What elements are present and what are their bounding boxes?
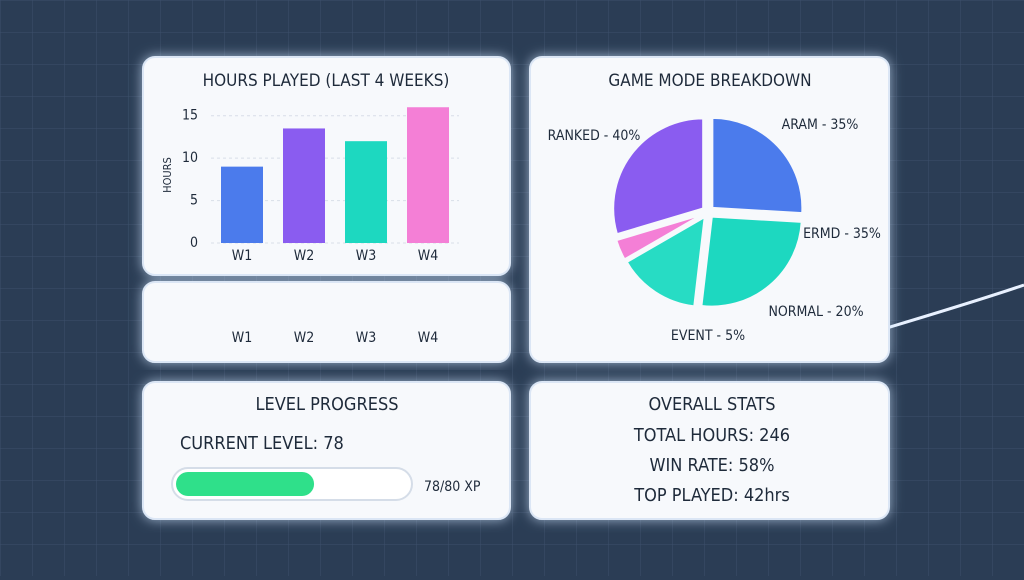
pie-label: ARAM - 35%: [782, 117, 859, 133]
pie-slice: [700, 215, 803, 308]
x-tick-label: W1: [232, 248, 252, 264]
bar-title: HOURS PLAYED (LAST 4 WEEKS): [203, 71, 450, 91]
x-tick-label: W3: [356, 248, 376, 264]
pie-slice: [615, 213, 703, 261]
bar: [407, 107, 449, 243]
bar: [283, 128, 325, 243]
week-strip-panel: [142, 281, 511, 363]
y-tick-label: 10: [182, 150, 198, 166]
pie-label: NORMAL - 20%: [768, 304, 863, 320]
pie-slice: [612, 117, 705, 236]
bar: [345, 141, 387, 243]
week-label: W4: [418, 330, 438, 346]
pie-slice: [711, 116, 804, 215]
progress-fill: [176, 472, 315, 496]
bar: [221, 166, 263, 243]
pie-label: RANKED - 40%: [548, 128, 641, 144]
week-label: W2: [294, 330, 314, 346]
pie-label: ERMD - 35%: [803, 226, 881, 242]
x-tick-label: W4: [418, 248, 438, 264]
stat-line: TOTAL HOURS: 246: [633, 425, 790, 446]
pie-panel: [529, 56, 890, 363]
week-label: W3: [356, 330, 376, 346]
trend-line-decor: [879, 283, 1024, 332]
pie-title: GAME MODE BREAKDOWN: [608, 71, 811, 91]
pie-slice: [625, 215, 706, 308]
stat-line: WIN RATE: 58%: [650, 455, 775, 476]
y-tick-label: 0: [190, 235, 198, 251]
week-label: W1: [232, 330, 252, 346]
y-tick-label: 15: [182, 108, 198, 124]
stat-line: TOP PLAYED: 42hrs: [633, 485, 790, 506]
y-tick-label: 5: [190, 193, 198, 209]
x-tick-label: W2: [294, 248, 314, 264]
level-title: LEVEL PROGRESS: [255, 394, 398, 415]
current-level: CURRENT LEVEL: 78: [180, 433, 344, 454]
stats-panel: [529, 381, 890, 520]
stats-title: OVERALL STATS: [648, 394, 775, 415]
xp-text: 78/80 XP: [424, 479, 481, 495]
pie-label: EVENT - 5%: [671, 328, 745, 344]
y-axis-label: HOURS: [161, 157, 174, 193]
